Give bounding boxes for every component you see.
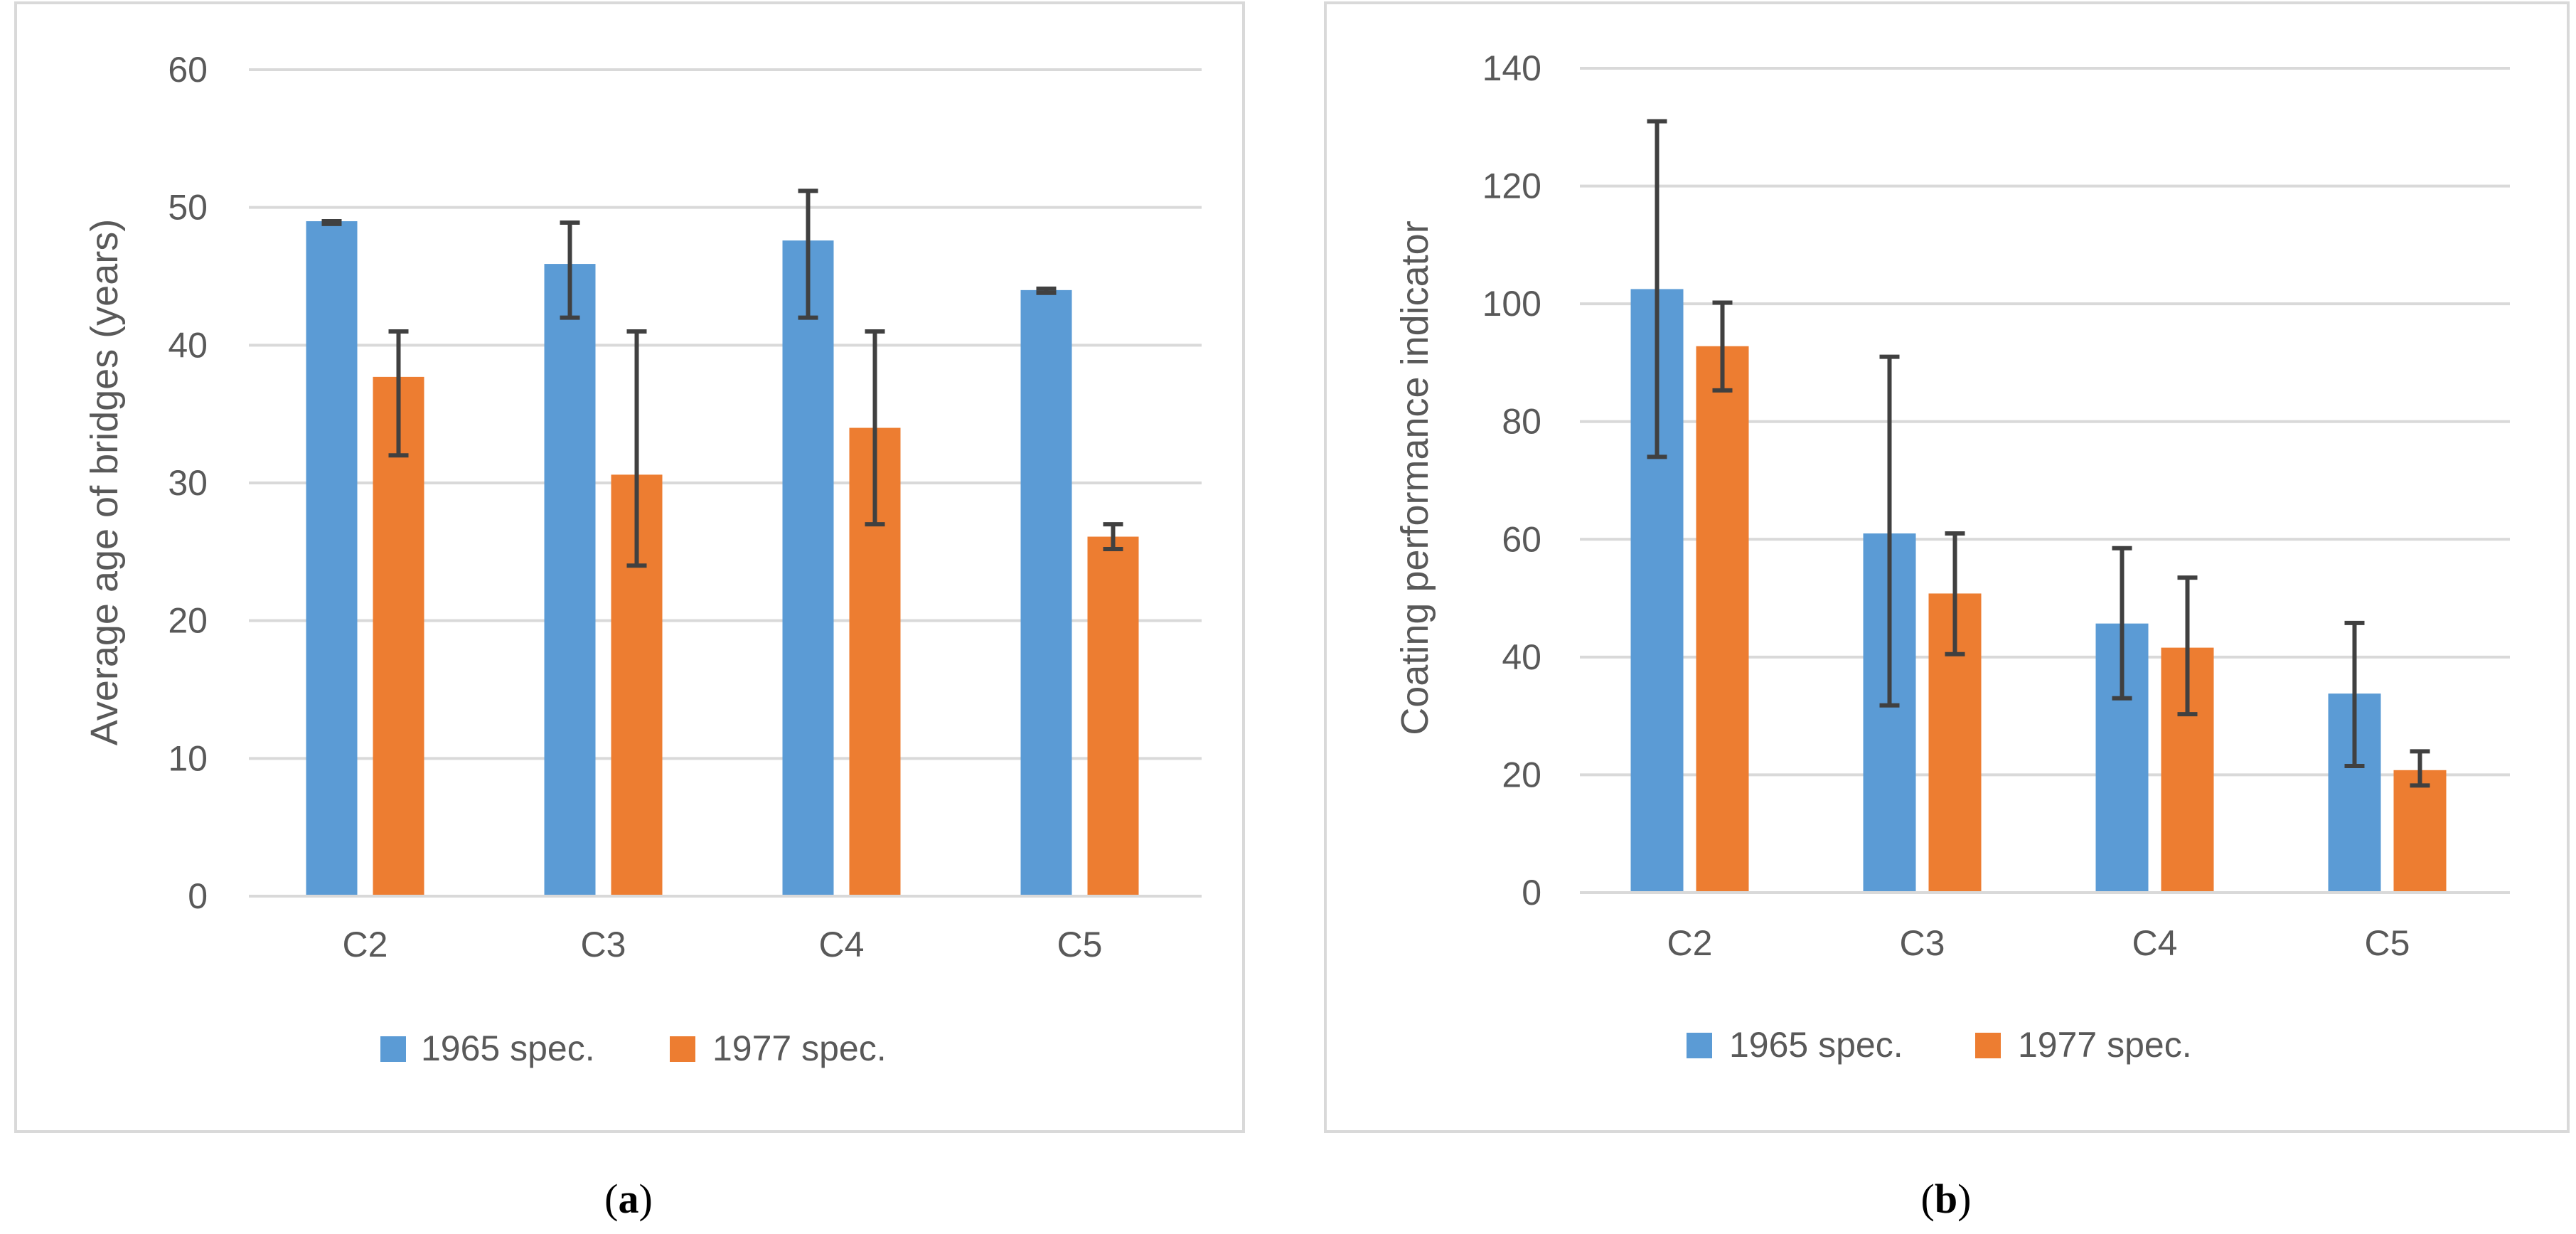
error-bars-1965: [1647, 119, 2365, 769]
legend-swatch: [670, 1036, 695, 1062]
y-tick-label: 40: [168, 325, 208, 365]
legend-label: 1977 spec.: [712, 1028, 887, 1068]
caption-paren-open: (: [604, 1176, 618, 1222]
y-axis-ticks: 0 10 20 30 40 50 60: [168, 50, 208, 916]
y-axis-title: Coating performance indicator: [1394, 220, 1436, 735]
error-bar: [2112, 546, 2132, 701]
error-bar: [626, 329, 647, 568]
caption-paren-open: (: [1921, 1176, 1935, 1222]
x-tick-label: C3: [581, 925, 626, 964]
error-bars-1965: [321, 188, 1057, 320]
x-tick-label: C3: [1900, 923, 1945, 963]
y-tick-label: 30: [168, 463, 208, 503]
error-bar: [2410, 749, 2430, 788]
error-bar: [865, 329, 885, 527]
y-tick-label: 40: [1502, 637, 1541, 677]
x-tick-label: C4: [2132, 923, 2178, 963]
y-tick-label: 0: [188, 876, 208, 916]
chart-frame: [1324, 1, 2570, 1133]
bar-c5-1965: [1020, 289, 1072, 896]
y-axis-ticks: 0 20 40 60 80 100 120 140: [1482, 48, 1541, 913]
error-bars-1977: [1712, 300, 2430, 788]
series-1965-spec: [1630, 289, 2381, 893]
y-tick-label: 50: [168, 188, 208, 228]
y-tick-label: 80: [1502, 402, 1541, 442]
bar-c2-1977: [373, 376, 424, 896]
legend-item: 1965 spec.: [380, 1028, 595, 1068]
x-tick-label: C5: [2365, 923, 2410, 963]
legend-label: 1965 spec.: [421, 1028, 595, 1068]
x-tick-label: C5: [1057, 925, 1103, 964]
caption-paren-close: ): [639, 1176, 653, 1222]
error-bar: [1712, 300, 1733, 393]
y-tick-label: 140: [1482, 48, 1541, 88]
y-tick-label: 0: [1522, 873, 1541, 913]
legend-swatch: [380, 1036, 406, 1062]
y-tick-label: 10: [168, 738, 208, 778]
caption-paren-close: ): [1957, 1176, 1971, 1222]
error-bar: [1945, 531, 1965, 656]
bar-c5-1977: [2393, 770, 2447, 893]
panel-caption: (b): [1921, 1176, 1972, 1222]
chart-panel-b: 0 20 40 60 80 100 120 140 Coating performance in…: [1324, 1, 2570, 1222]
error-bar: [1103, 522, 1123, 551]
x-axis-ticks: C2 C3 C4 C5: [343, 925, 1103, 964]
y-tick-label: 60: [168, 50, 208, 90]
legend-swatch: [1975, 1033, 2001, 1058]
series-1977-spec: [373, 376, 1139, 896]
caption-letter: a: [619, 1176, 639, 1222]
caption-letter: b: [1935, 1176, 1957, 1222]
y-tick-label: 60: [1502, 519, 1541, 559]
error-bar: [1879, 354, 1900, 708]
chart-panel-a: 0 10 20 30 40 50 60 Average age of bridges (yea…: [14, 1, 1245, 1222]
bar-c2-1965: [306, 221, 358, 896]
error-bar: [1647, 119, 1667, 459]
legend-label: 1977 spec.: [2018, 1025, 2192, 1065]
bar-c2-1977: [1696, 346, 1749, 893]
y-tick-label: 20: [1502, 755, 1541, 794]
legend-swatch: [1687, 1033, 1712, 1058]
error-bar: [1036, 286, 1057, 295]
error-bar: [321, 219, 342, 226]
error-bar: [388, 329, 409, 458]
legend-item: 1977 spec.: [1975, 1025, 2192, 1065]
x-tick-label: C2: [1667, 923, 1713, 963]
y-tick-label: 20: [168, 601, 208, 641]
y-tick-label: 120: [1482, 166, 1541, 206]
bar-c5-1977: [1087, 536, 1139, 896]
legend: 1965 spec. 1977 spec.: [380, 1028, 887, 1068]
error-bar: [560, 220, 580, 320]
error-bars-1977: [388, 329, 1123, 568]
legend-label: 1965 spec.: [1729, 1025, 1903, 1065]
error-bar: [2177, 575, 2198, 717]
x-axis-ticks: C2 C3 C4 C5: [1667, 923, 2410, 963]
panel-caption: (a): [604, 1176, 653, 1222]
bar-c3-1965: [544, 264, 596, 896]
series-1965-spec: [306, 221, 1072, 896]
legend: 1965 spec. 1977 spec.: [1687, 1025, 2192, 1065]
bar-c4-1965: [782, 240, 834, 896]
legend-item: 1965 spec.: [1687, 1025, 1903, 1065]
y-tick-label: 100: [1482, 284, 1541, 324]
legend-item: 1977 spec.: [670, 1028, 887, 1068]
x-tick-label: C2: [343, 925, 388, 964]
error-bar: [2344, 620, 2365, 769]
x-tick-label: C4: [819, 925, 865, 964]
y-axis-title: Average age of bridges (years): [83, 219, 126, 745]
error-bar: [798, 188, 818, 320]
